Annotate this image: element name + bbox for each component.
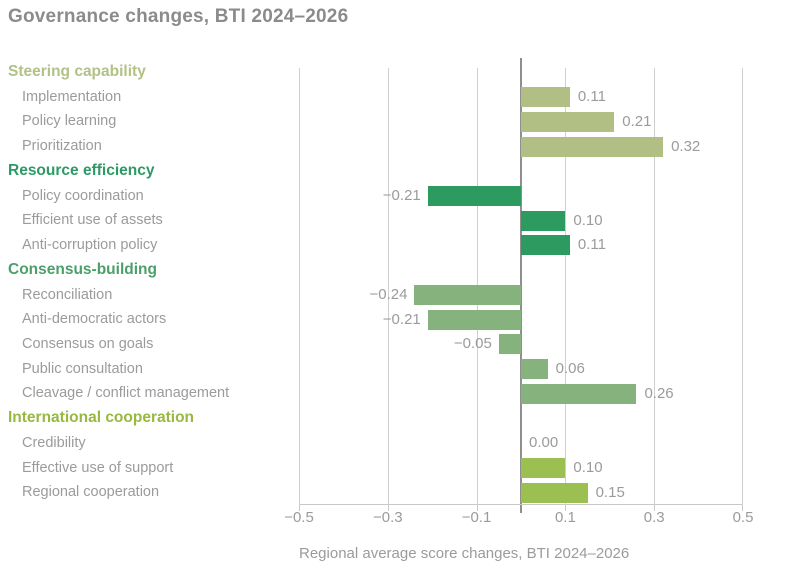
- chart-title: Governance changes, BTI 2024–2026: [8, 6, 349, 27]
- row-label: Credibility: [22, 434, 86, 451]
- x-tick-label: −0.1: [461, 509, 492, 526]
- bar: [521, 235, 570, 256]
- zero-baseline: [520, 58, 522, 513]
- x-axis-tick: [299, 505, 300, 511]
- row-label: Prioritization: [22, 138, 102, 155]
- x-tick-label: 0.5: [732, 509, 754, 526]
- group-heading: Resource efficiency: [8, 161, 155, 179]
- x-axis-tick: [742, 505, 743, 511]
- group-heading: Steering capability: [8, 63, 146, 80]
- gridline: [299, 68, 300, 505]
- value-label: 0.06: [555, 360, 585, 378]
- value-label: 0.10: [573, 458, 603, 476]
- plot-area: 0.11 0.21 0.32 −0.21 0.10 0.11 −0.24 −0.21 −0.05…: [299, 58, 743, 513]
- gridline: [654, 68, 655, 505]
- x-axis-line: [299, 504, 743, 505]
- x-axis-label: Regional average score changes, BTI 2024…: [299, 545, 630, 562]
- row-label: Effective use of support: [22, 459, 174, 476]
- bar: [498, 334, 521, 355]
- x-tick-label: 0.3: [643, 509, 665, 526]
- value-label: −0.21: [382, 186, 421, 204]
- row-label: Policy coordination: [22, 187, 144, 204]
- row-label: Efficient use of assets: [22, 212, 163, 229]
- value-label: 0.11: [577, 236, 606, 254]
- value-label: 0.00: [529, 434, 559, 452]
- row-label: Reconciliation: [22, 286, 113, 303]
- bar: [427, 185, 521, 206]
- x-tick-label: 0.1: [554, 509, 576, 526]
- bar: [521, 111, 615, 132]
- x-axis-tick: [477, 505, 478, 511]
- row-label: Cleavage / conflict management: [22, 385, 230, 402]
- row-label: Anti-democratic actors: [22, 311, 167, 328]
- row-label: Regional cooperation: [22, 484, 160, 501]
- value-label: −0.05: [453, 335, 492, 353]
- bar: [521, 457, 566, 478]
- gridline: [388, 68, 389, 505]
- value-label: 0.10: [573, 211, 603, 229]
- bar: [427, 309, 521, 330]
- x-tick-label: −0.5: [284, 509, 314, 526]
- x-axis-tick: [565, 505, 566, 511]
- value-label: 0.15: [595, 483, 625, 501]
- bar: [521, 482, 588, 503]
- value-label: −0.21: [382, 310, 421, 328]
- row-label: Public consultation: [22, 360, 143, 377]
- group-heading: Consensus-building: [8, 260, 157, 278]
- x-axis-tick: [654, 505, 655, 511]
- row-label: Consensus on goals: [22, 335, 154, 352]
- bar: [521, 87, 570, 108]
- gridline: [742, 68, 743, 505]
- bar: [521, 136, 664, 157]
- value-label: 0.11: [577, 88, 606, 106]
- x-tick-label: −0.3: [372, 509, 403, 526]
- group-heading: International cooperation: [8, 409, 195, 427]
- row-label: Anti-corruption policy: [22, 237, 158, 254]
- bar: [521, 210, 566, 231]
- value-label: −0.24: [369, 285, 408, 303]
- row-label: Implementation: [22, 88, 122, 105]
- value-label: 0.26: [644, 384, 674, 402]
- row-label: Policy learning: [22, 113, 117, 130]
- value-label: 0.21: [622, 112, 652, 130]
- bar: [414, 284, 521, 305]
- value-label: 0.32: [671, 137, 701, 155]
- bar: [521, 383, 637, 404]
- category-labels-column: Steering capability Implementation Policy …: [0, 60, 296, 505]
- x-axis-tick: [388, 505, 389, 511]
- bar: [521, 359, 548, 380]
- gridline: [565, 68, 566, 505]
